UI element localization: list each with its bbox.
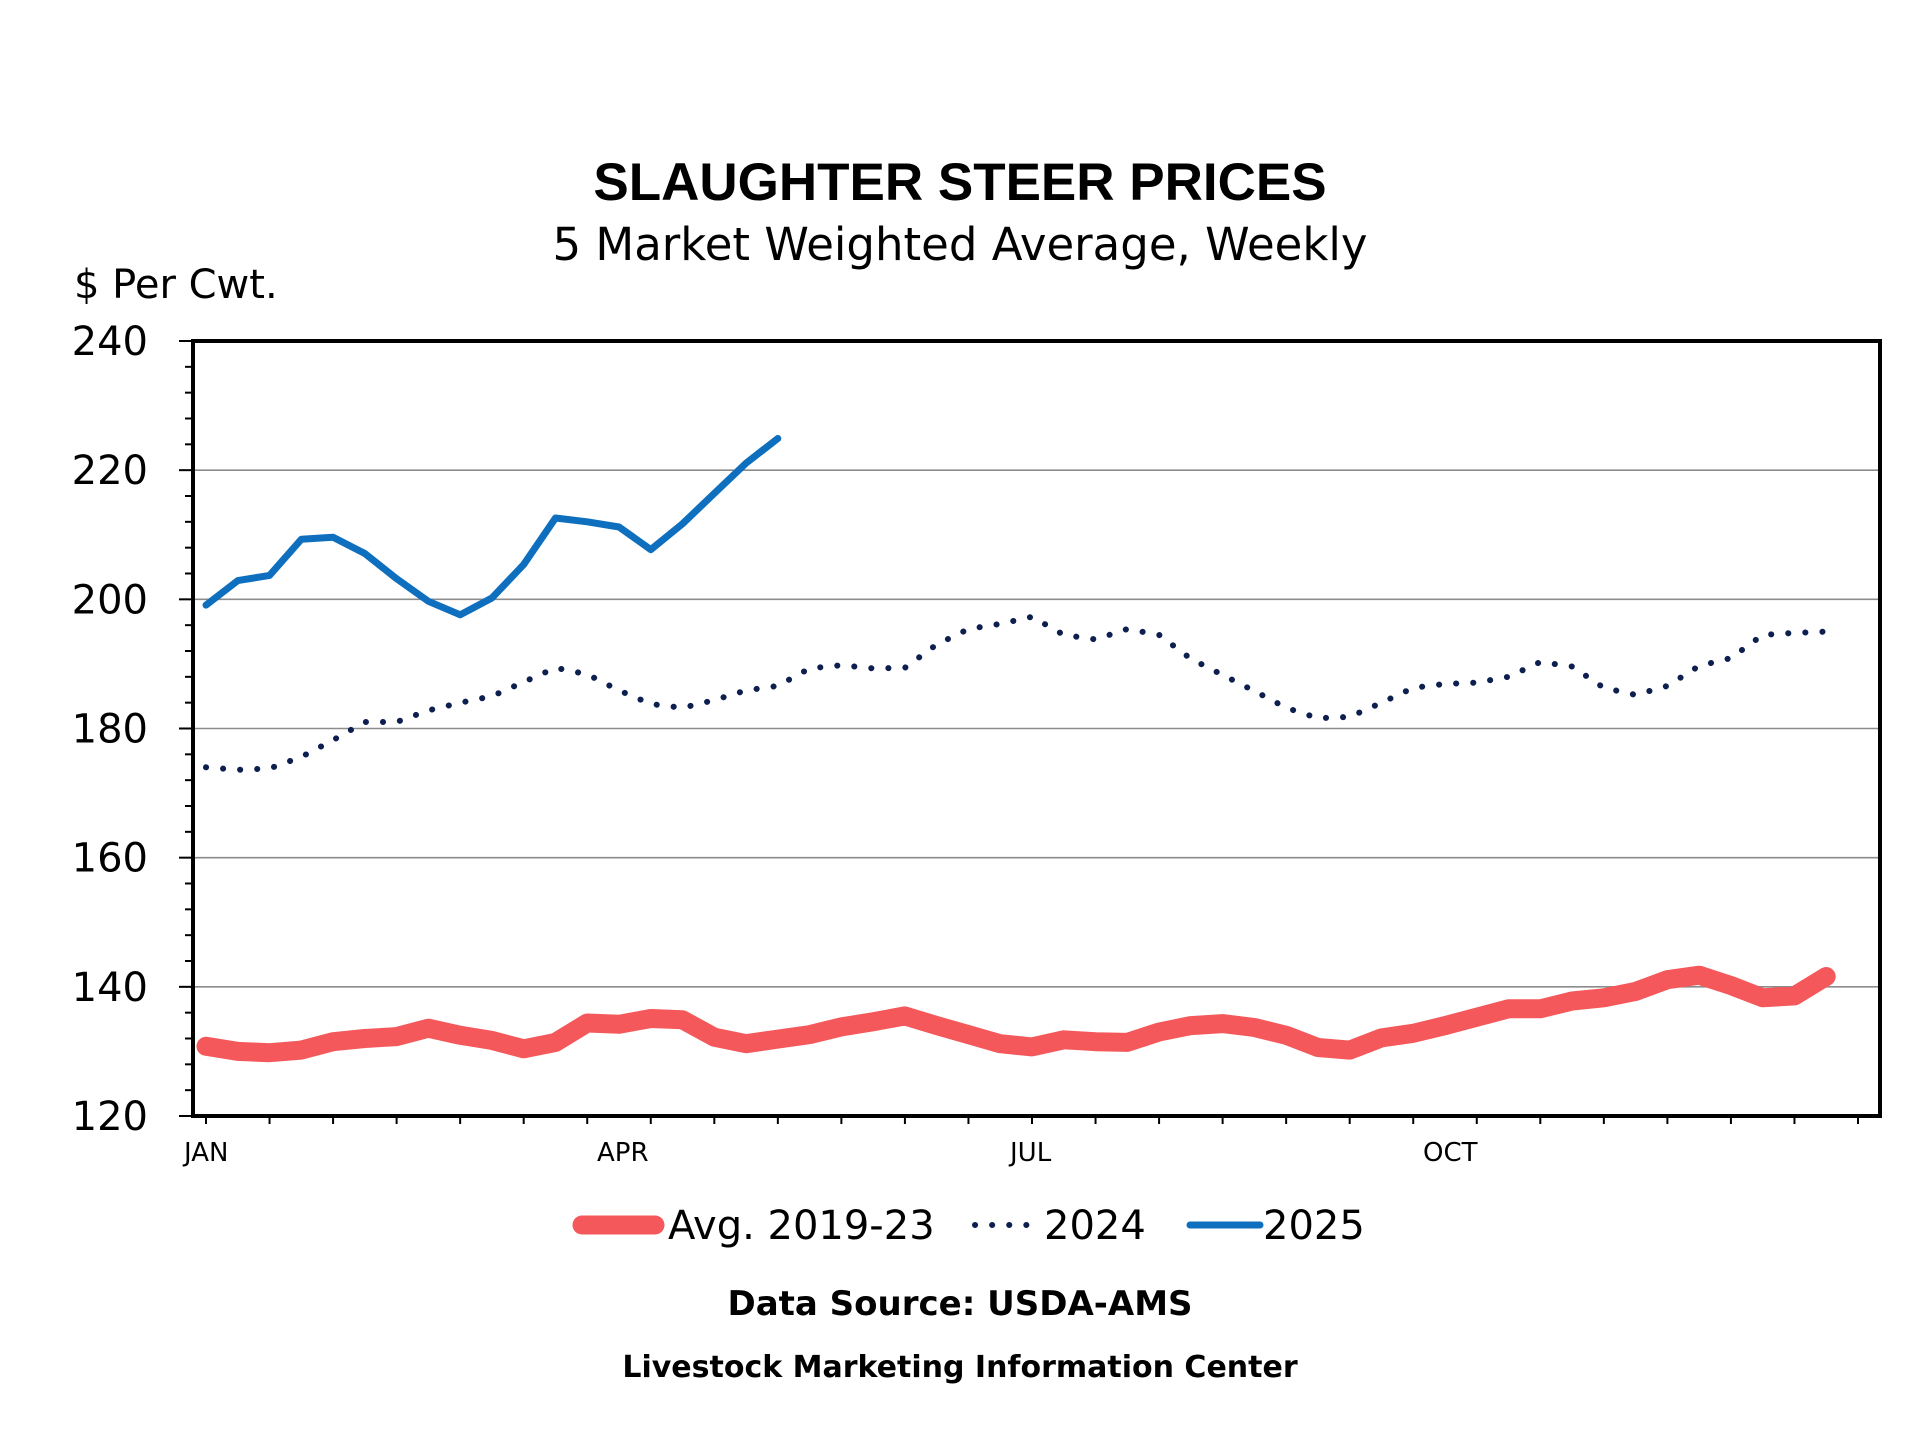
chart-title: SLAUGHTER STEER PRICES (593, 153, 1327, 212)
legend-label: Avg. 2019-23 (668, 1203, 935, 1249)
x-tick-label-jul: JUL (1008, 1138, 1052, 1168)
x-tick-label-oct: OCT (1423, 1138, 1478, 1168)
series-line-2024 (203, 613, 1830, 773)
x-tick-label-apr: APR (597, 1138, 649, 1168)
y-tick-label: 200 (72, 577, 148, 623)
data-source-note: Data Source: USDA-AMS (727, 1284, 1193, 1324)
series-line-2025 (202, 435, 782, 619)
legend-label: 2025 (1263, 1203, 1365, 1249)
y-tick-label: 220 (72, 448, 148, 494)
x-tick-label-jan: JAN (182, 1138, 228, 1168)
series-line-avg-2019-23 (196, 965, 1836, 1063)
source-organization: Livestock Marketing Information Center (622, 1350, 1298, 1385)
y-tick-label: 120 (72, 1094, 148, 1140)
y-tick-label: 180 (72, 707, 148, 753)
y-tick-label: 160 (72, 836, 148, 882)
chart-subtitle: 5 Market Weighted Average, Weekly (552, 218, 1368, 271)
y-tick-label: 240 (72, 319, 148, 365)
y-axis-unit-label: $ Per Cwt. (74, 262, 278, 308)
legend-label: 2024 (1044, 1203, 1146, 1249)
y-tick-label: 140 (72, 965, 148, 1011)
